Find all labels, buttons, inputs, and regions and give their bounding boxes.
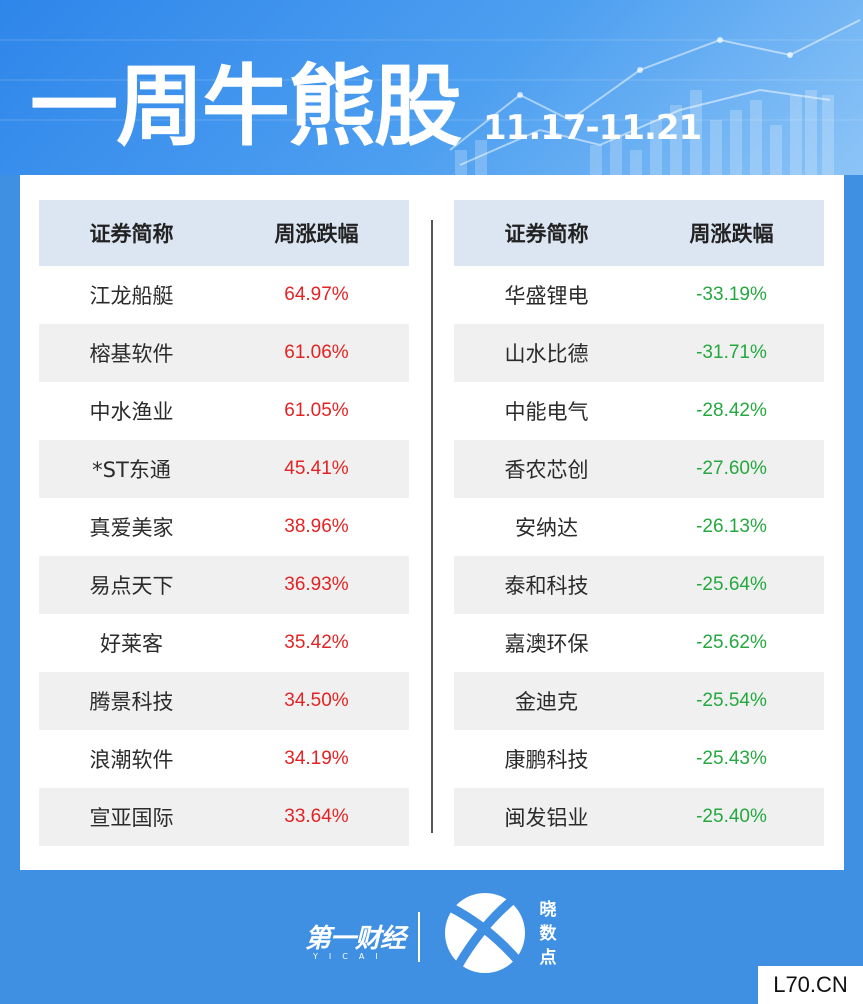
stock-name: 华盛锂电 [504, 284, 589, 308]
table-row: 易点天下 36.93% [39, 556, 409, 614]
stock-name: 康鹏科技 [504, 748, 589, 772]
table-row: 香农芯创 -27.60% [454, 440, 824, 498]
column-header-name: 证券简称 [89, 222, 174, 246]
table-row: 嘉澳环保 -25.62% [454, 614, 824, 672]
stock-name: 榕基软件 [89, 342, 174, 366]
table-row: 宣亚国际 33.64% [39, 788, 409, 846]
table-row: 中水渔业 61.05% [39, 382, 409, 440]
yicai-logo-subtext: YICAI [313, 952, 389, 961]
stock-change: -33.19% [696, 284, 767, 305]
stock-change: 36.93% [284, 574, 349, 595]
table-row: 安纳达 -26.13% [454, 498, 824, 556]
column-header-change: 周涨跌幅 [274, 222, 359, 246]
chart-decoration [0, 19, 863, 175]
table-row: 山水比德 -31.71% [454, 324, 824, 382]
stock-change: -26.13% [696, 516, 767, 537]
stock-change: 35.42% [284, 632, 349, 653]
table-row: 真爱美家 38.96% [39, 498, 409, 556]
stock-change: 38.96% [284, 516, 349, 537]
table-divider [431, 220, 433, 833]
stock-name: 香农芯创 [504, 458, 589, 482]
gainers-table: 证券简称 周涨跌幅 江龙船艇 64.97% 榕基软件 61.06% 中水渔业 61.0… [39, 200, 409, 846]
stock-change: 34.50% [284, 690, 349, 711]
header-banner: 一周牛熊股 11.17-11.21 [0, 0, 863, 175]
stock-change: 34.19% [284, 748, 349, 769]
stock-name: 腾景科技 [89, 690, 174, 714]
stock-name: 真爱美家 [89, 516, 174, 540]
stock-name: 金迪克 [515, 690, 578, 714]
content-panel: 证券简称 周涨跌幅 江龙船艇 64.97% 榕基软件 61.06% 中水渔业 61.0… [20, 175, 844, 870]
table-row: 榕基软件 61.06% [39, 324, 409, 382]
stock-name: 好莱客 [100, 632, 163, 656]
shu-char: 数 [539, 924, 557, 944]
stock-name: 嘉澳环保 [504, 632, 589, 656]
table-row: 浪潮软件 34.19% [39, 730, 409, 788]
table-row: 江龙船艇 64.97% [39, 266, 409, 324]
table-row: 闽发铝业 -25.40% [454, 788, 824, 846]
table-row: 金迪克 -25.54% [454, 672, 824, 730]
table-row: 腾景科技 34.50% [39, 672, 409, 730]
table-row: *ST东通 45.41% [39, 440, 409, 498]
xiaoshudian-logo-text: 晓 数 点 [536, 898, 560, 970]
stock-change: 61.06% [284, 342, 349, 363]
table-row: 康鹏科技 -25.43% [454, 730, 824, 788]
stock-change: 61.05% [284, 400, 349, 421]
xiaoshudian-logo-icon [445, 893, 525, 973]
date-range: 11.17-11.21 [483, 108, 702, 148]
stock-change: 64.97% [284, 284, 349, 305]
stock-change: 33.64% [284, 806, 349, 827]
table-header: 证券简称 周涨跌幅 [39, 200, 409, 266]
table-row: 中能电气 -28.42% [454, 382, 824, 440]
dian-char: 点 [539, 948, 557, 968]
stock-name: 江龙船艇 [89, 284, 174, 308]
stock-name: *ST东通 [92, 458, 171, 482]
xiao-char: 晓 [539, 900, 557, 920]
table-row: 好莱客 35.42% [39, 614, 409, 672]
stock-name: 泰和科技 [504, 574, 589, 598]
stock-change: -25.62% [696, 632, 767, 653]
stock-change: -28.42% [696, 400, 767, 421]
page-title: 一周牛熊股 [30, 55, 462, 158]
stock-change: 45.41% [284, 458, 349, 479]
stock-change: -25.40% [696, 806, 767, 827]
stock-name: 宣亚国际 [89, 806, 174, 830]
column-header-change: 周涨跌幅 [689, 222, 774, 246]
stock-name: 中能电气 [504, 400, 589, 424]
column-header-name: 证券简称 [504, 222, 589, 246]
logo-separator [418, 912, 420, 962]
stock-name: 中水渔业 [89, 400, 174, 424]
table-row: 华盛锂电 -33.19% [454, 266, 824, 324]
stock-change: -25.54% [696, 690, 767, 711]
stock-name: 山水比德 [504, 342, 589, 366]
stock-change: -31.71% [696, 342, 767, 363]
table-header: 证券简称 周涨跌幅 [454, 200, 824, 266]
stock-change: -25.43% [696, 748, 767, 769]
table-row: 泰和科技 -25.64% [454, 556, 824, 614]
stock-name: 浪潮软件 [89, 748, 174, 772]
stock-name: 易点天下 [89, 574, 174, 598]
stock-name: 安纳达 [515, 516, 578, 540]
watermark: L70.CN [758, 966, 863, 1004]
losers-table: 证券简称 周涨跌幅 华盛锂电 -33.19% 山水比德 -31.71% 中能电气 -2… [454, 200, 824, 846]
stock-change: -27.60% [696, 458, 767, 479]
stock-change: -25.64% [696, 574, 767, 595]
stock-name: 闽发铝业 [504, 806, 589, 830]
yicai-logo-text: 第一财经 [305, 924, 406, 954]
